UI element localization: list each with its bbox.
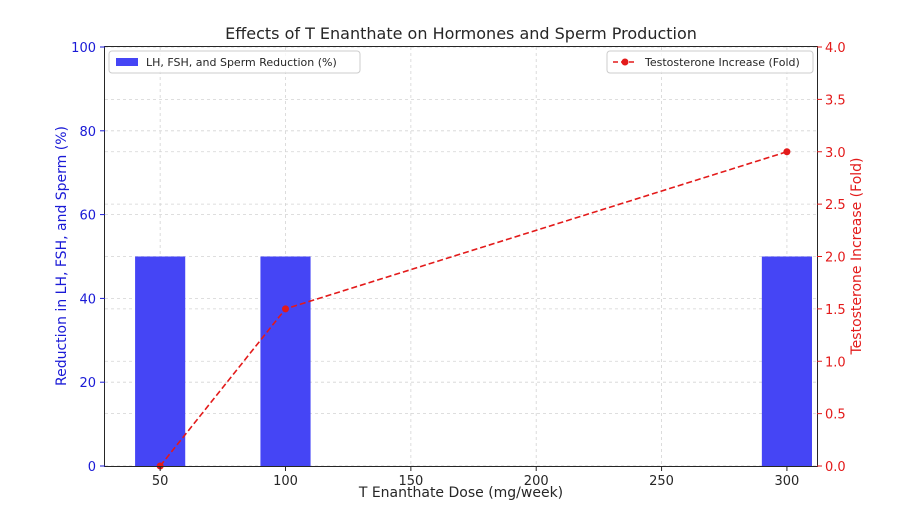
line-point	[783, 148, 791, 156]
bar	[135, 256, 186, 466]
right-tick-label: 0.5	[825, 408, 846, 423]
bar-series	[135, 256, 812, 466]
left-y-axis: 0 20 40 60 80 100	[71, 41, 105, 475]
right-tick-label: 3.5	[825, 93, 846, 108]
left-tick-label: 60	[79, 209, 96, 224]
right-axis-title: Testosterone Increase (Fold)	[849, 158, 865, 356]
x-tick-label: 200	[524, 474, 549, 489]
right-tick-label: 3.0	[825, 146, 846, 161]
left-tick-label: 0	[88, 460, 96, 475]
x-tick-label: 100	[273, 474, 298, 489]
left-tick-label: 80	[79, 125, 96, 140]
x-tick-label: 300	[775, 474, 800, 489]
right-tick-label: 1.5	[825, 303, 846, 318]
chart-title: Effects of T Enanthate on Hormones and S…	[225, 24, 697, 43]
right-tick-label: 4.0	[825, 41, 846, 56]
bar	[761, 256, 812, 466]
x-tick-label: 250	[649, 474, 674, 489]
legend-bars-swatch	[116, 58, 138, 66]
legend-bars: LH, FSH, and Sperm Reduction (%)	[108, 50, 361, 74]
left-tick-label: 20	[79, 376, 96, 391]
line-point	[282, 305, 290, 313]
right-tick-label: 2.0	[825, 251, 846, 266]
x-axis-title: T Enanthate Dose (mg/week)	[358, 485, 563, 501]
right-y-axis: 0.0 0.5 1.0 1.5 2.0 2.5 3.0 3.5 4.0	[817, 41, 846, 475]
left-tick-label: 100	[71, 41, 96, 56]
legend-bars-frame	[108, 50, 361, 74]
x-axis: 50 100 150 200 250 300	[152, 466, 799, 489]
x-tick-label: 150	[398, 474, 423, 489]
x-tick-label: 50	[152, 474, 169, 489]
bar	[260, 256, 311, 466]
legend-bars-label: LH, FSH, and Sperm Reduction (%)	[146, 56, 337, 69]
right-tick-label: 1.0	[825, 355, 846, 370]
left-tick-label: 40	[79, 292, 96, 307]
legend-line-marker	[621, 58, 629, 66]
legend-line-label: Testosterone Increase (Fold)	[644, 56, 800, 69]
left-axis-title: Reduction in LH, FSH, and Sperm (%)	[54, 126, 70, 386]
right-tick-label: 2.5	[825, 198, 846, 213]
right-tick-label: 0.0	[825, 460, 846, 475]
legend-line-frame	[606, 50, 814, 74]
legend-line: Testosterone Increase (Fold)	[606, 50, 814, 74]
